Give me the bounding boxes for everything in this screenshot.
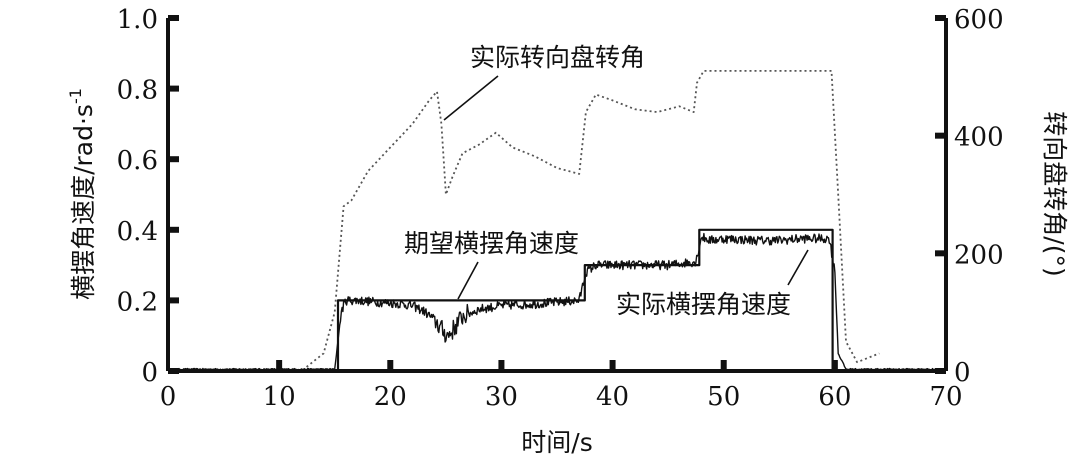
y-left-tick-label: 1.0 xyxy=(117,5,158,35)
y-left-axis-title-main: 横摆角速度/rad·s xyxy=(69,104,98,300)
annotation-steering-leader xyxy=(443,75,499,121)
x-tick-label: 50 xyxy=(707,382,740,412)
ticks-layer: 0 10 20 30 40 50 60 7000.20.40.60.81.0020040060… xyxy=(117,5,1004,412)
y-left-axis-title-exp: -1 xyxy=(66,88,85,104)
x-tick-label: 0 xyxy=(160,382,177,412)
y-left-tick-label: 0.2 xyxy=(117,287,158,317)
y-right-tick-label: 200 xyxy=(954,240,1004,270)
annotation-desired-yaw-label: 期望横摆角速度 xyxy=(404,229,579,258)
x-tick-label: 60 xyxy=(818,382,851,412)
y-right-axis-title: 转向盘转角/(°) xyxy=(1040,111,1069,276)
labels-layer: 时间/s 横摆角速度/rad·s-1 转向盘转角/(°) 实际转向盘转角 期望横… xyxy=(66,43,1069,457)
annotation-actual-yaw-leader xyxy=(787,249,809,286)
x-tick-label: 30 xyxy=(485,382,518,412)
x-tick-label: 10 xyxy=(263,382,296,412)
annotation-steering-label: 实际转向盘转角 xyxy=(470,43,645,72)
x-axis-title: 时间/s xyxy=(521,428,592,457)
x-tick-label: 70 xyxy=(929,382,962,412)
y-left-tick-label: 0.6 xyxy=(117,146,158,176)
y-left-axis-title: 横摆角速度/rad·s-1 xyxy=(66,88,98,300)
y-left-tick-label: 0 xyxy=(141,358,158,388)
series-line-3 xyxy=(168,70,880,372)
series-layer xyxy=(167,70,947,373)
x-tick-label: 40 xyxy=(596,382,629,412)
y-right-tick-label: 400 xyxy=(954,123,1004,153)
y-left-tick-label: 0.4 xyxy=(117,217,158,247)
y-right-tick-label: 0 xyxy=(954,358,971,388)
y-right-tick-label: 600 xyxy=(954,5,1004,35)
annotation-desired-yaw-leader xyxy=(457,261,479,300)
axes-layer xyxy=(166,18,948,373)
annotation-actual-yaw-label: 实际横摆角速度 xyxy=(616,290,791,319)
y-left-tick-label: 0.8 xyxy=(117,76,158,106)
x-tick-label: 20 xyxy=(374,382,407,412)
